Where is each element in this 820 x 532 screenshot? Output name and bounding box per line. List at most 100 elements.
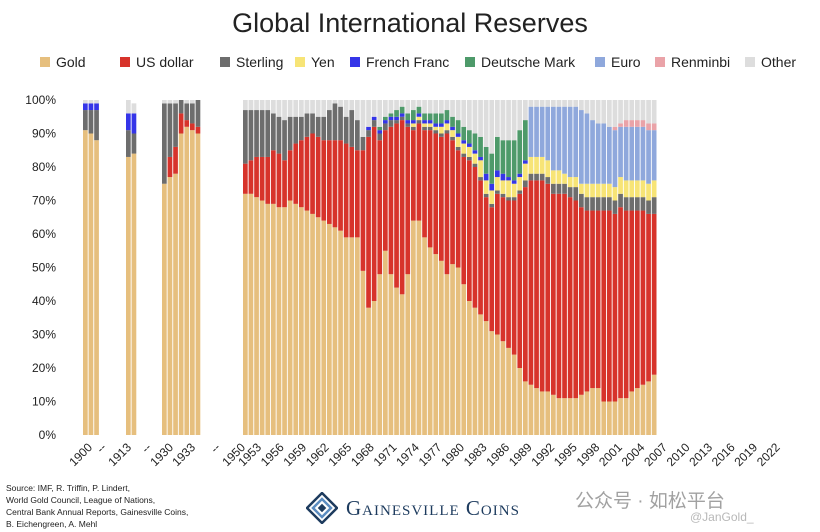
x-tick-label: 1968 [348, 440, 377, 469]
bar-segment [601, 183, 607, 198]
bar-segment [287, 116, 293, 151]
bar-segment [383, 120, 388, 124]
bar-segment [640, 197, 646, 211]
bar-segment [411, 220, 416, 435]
bar-segment [495, 334, 500, 435]
bar-segment [399, 106, 405, 114]
bar-segment [265, 156, 271, 204]
bar-segment [433, 123, 439, 127]
bar-segment [562, 106, 567, 174]
bar-segment [607, 210, 612, 402]
bar-segment [355, 100, 360, 121]
bar-segment [388, 100, 394, 114]
bar-segment [377, 133, 383, 141]
bar-segment [276, 207, 282, 435]
bar-segment [455, 100, 461, 121]
bar-segment [388, 274, 394, 435]
legend-swatch [745, 57, 755, 67]
bar-segment [573, 177, 579, 188]
bar-segment [383, 100, 388, 117]
bar-segment [483, 173, 489, 181]
y-tick-label: 0% [39, 428, 57, 442]
bar-segment [584, 391, 590, 435]
legend-item: Gold [40, 54, 86, 70]
bar-segment [618, 123, 623, 127]
bar-segment [528, 173, 534, 181]
bar-segment [640, 384, 646, 435]
bar-segment [534, 173, 539, 181]
bar-segment [315, 100, 321, 117]
bar-segment [623, 210, 629, 399]
bar-segment [556, 193, 562, 399]
watermark: 公众号 · 如松平台 [575, 491, 725, 512]
bar-segment [271, 100, 276, 114]
bar-segment [265, 203, 271, 435]
bar-segment [590, 197, 595, 211]
y-tick-label: 60% [32, 227, 56, 241]
bar-segment [450, 136, 455, 141]
bar-segment [551, 100, 556, 107]
bar-segment [411, 120, 416, 124]
bar-segment [455, 120, 461, 134]
bar-segment [399, 116, 405, 121]
bar-segment [579, 207, 584, 395]
bar-segment [416, 120, 422, 124]
bar-segment [607, 183, 612, 198]
bar-segment [195, 126, 201, 134]
source-line: B. Eichengreen, A. Mehl [6, 519, 98, 529]
bar-segment [556, 398, 562, 435]
x-tick-label: 1930 [147, 440, 176, 469]
x-tick-label: 1962 [303, 440, 332, 469]
bar-segment [310, 100, 315, 114]
bar-segment [310, 133, 315, 214]
bar-segment [517, 177, 523, 191]
bar-segment [265, 110, 271, 157]
legend-swatch [295, 57, 305, 67]
stacked-bar-chart: 0%10%20%30%40%50%60%70%80%90%100% 1900--… [25, 93, 783, 469]
bar-segment [439, 133, 444, 137]
bar-segment [321, 140, 327, 221]
bar-segment [461, 153, 467, 157]
bar-segment [355, 150, 360, 238]
bar-segment [562, 173, 567, 184]
bar-segment [343, 237, 349, 435]
bar-segment [88, 103, 94, 111]
bar-segment [601, 100, 607, 124]
bar-segment [495, 193, 500, 335]
bar-segment [567, 100, 573, 107]
y-tick-label: 100% [25, 93, 56, 107]
y-tick-label: 10% [32, 395, 56, 409]
x-tick-label: -- [94, 440, 110, 456]
bar-segment [567, 197, 573, 399]
bar-segment [343, 143, 349, 238]
bar-segment [315, 136, 321, 218]
bar-segment [83, 100, 88, 104]
bar-segment [483, 193, 489, 198]
legend-swatch [465, 57, 475, 67]
bar-segment [439, 113, 444, 124]
bar-segment [276, 153, 282, 208]
bar-segment [517, 130, 523, 174]
bar-segment [343, 100, 349, 117]
bar-segment [472, 167, 478, 308]
bar-segment [562, 193, 567, 399]
legend-label: Gold [56, 54, 86, 70]
bar-segment [411, 130, 416, 221]
bar-segment [377, 100, 383, 127]
bar-segment [162, 183, 167, 435]
bar-segment [299, 116, 304, 141]
bar-segment [88, 100, 94, 104]
bar-segment [293, 116, 299, 144]
bar-segment [388, 120, 394, 127]
bar-segment [195, 133, 201, 435]
bar-segment [517, 190, 523, 194]
bar-segment [461, 284, 467, 435]
bar-segment [461, 100, 467, 127]
bar-segment [405, 100, 411, 114]
bar-segment [360, 270, 366, 435]
bar-segment [511, 140, 517, 181]
bar-segment [338, 100, 343, 107]
bar-segment [383, 123, 388, 131]
bar-segment [444, 110, 450, 121]
bar-segment [595, 100, 601, 124]
